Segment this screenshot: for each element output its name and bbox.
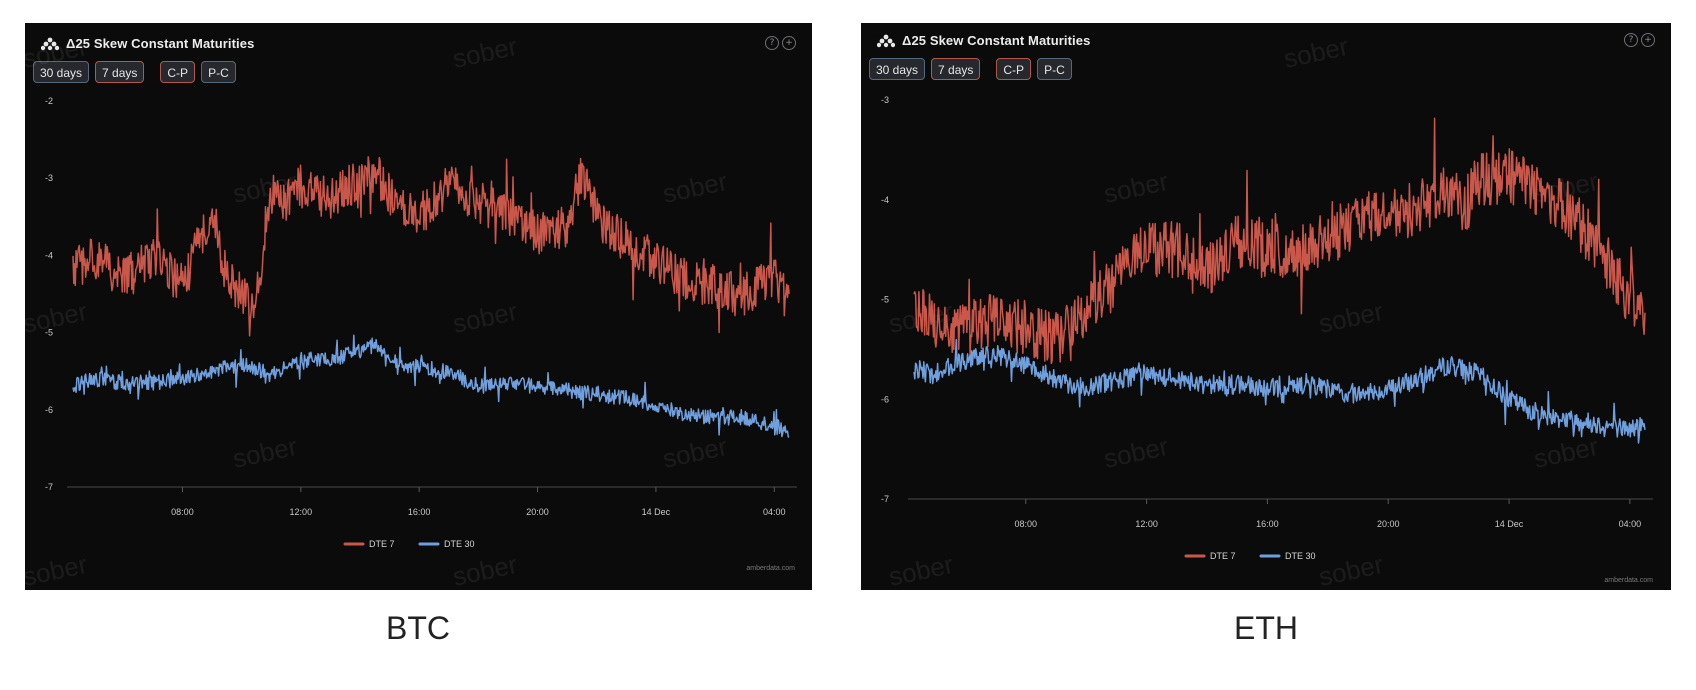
amberdata-logo-icon xyxy=(41,37,59,50)
watermark-text: sober xyxy=(660,431,730,474)
btc-skew-line-chart: sober sober sober sober sober sober sober sober… xyxy=(25,31,797,590)
x-tick-label: 04:00 xyxy=(763,507,786,517)
eth-c-p-button[interactable]: C-P xyxy=(996,58,1032,80)
watermark-text: sober xyxy=(1101,431,1171,474)
x-tick-label: 16:00 xyxy=(1256,519,1279,529)
watermark-text: sober xyxy=(1531,431,1601,474)
legend-label: DTE 7 xyxy=(369,539,395,549)
btc-chart-panel: Δ25 Skew Constant Maturities ? + 30 days… xyxy=(25,23,812,590)
y-tick-label: -4 xyxy=(45,250,53,260)
watermark-text: sober xyxy=(1316,296,1386,339)
watermark-text: sober xyxy=(450,296,520,339)
x-tick-label: 08:00 xyxy=(171,507,194,517)
series-line-dte-7 xyxy=(72,156,790,337)
watermark-text: sober xyxy=(25,549,90,590)
btc-button-row: 30 days 7 days C-P P-C xyxy=(33,61,242,83)
btc-p-c-button[interactable]: P-C xyxy=(201,61,236,83)
watermark-text: sober xyxy=(25,31,90,74)
credit-text: amberdata.com xyxy=(1604,577,1653,584)
eth-chart-title: Δ25 Skew Constant Maturities xyxy=(902,33,1091,48)
x-tick-label: 12:00 xyxy=(1135,519,1158,529)
watermark-text: sober xyxy=(450,549,520,590)
btc-panel-tools: ? + xyxy=(765,36,796,50)
y-tick-label: -7 xyxy=(881,494,889,504)
eth-panel-tools: ? + xyxy=(1624,33,1655,47)
legend-label: DTE 7 xyxy=(1210,551,1236,561)
help-icon[interactable]: ? xyxy=(765,36,779,50)
series-line-dte-30 xyxy=(72,334,790,438)
watermark-text: sober xyxy=(660,166,730,209)
legend-label: DTE 30 xyxy=(444,539,475,549)
help-icon[interactable]: ? xyxy=(1624,33,1638,47)
eth-chart-panel: Δ25 Skew Constant Maturities ? + 30 days… xyxy=(861,23,1671,590)
eth-button-row: 30 days 7 days C-P P-C xyxy=(869,58,1078,80)
x-tick-label: 12:00 xyxy=(290,507,313,517)
add-icon[interactable]: + xyxy=(1641,33,1655,47)
btc-c-p-button[interactable]: C-P xyxy=(160,61,196,83)
x-tick-label: 14 Dec xyxy=(642,507,671,517)
eth-panel-header: Δ25 Skew Constant Maturities xyxy=(877,33,1090,48)
btc-caption: BTC xyxy=(386,610,450,646)
btc-panel-header: Δ25 Skew Constant Maturities xyxy=(41,36,254,51)
x-tick-label: 08:00 xyxy=(1015,519,1038,529)
watermark-text: sober xyxy=(1101,166,1171,209)
btc-7-days-button[interactable]: 7 days xyxy=(95,61,145,83)
y-tick-label: -6 xyxy=(45,405,53,415)
x-tick-label: 20:00 xyxy=(1377,519,1400,529)
watermark-text: sober xyxy=(25,296,90,339)
x-tick-label: 04:00 xyxy=(1619,519,1642,529)
y-tick-label: -5 xyxy=(45,328,53,338)
series-line-dte-30 xyxy=(913,338,1646,444)
y-tick-label: -3 xyxy=(881,95,889,105)
credit-text: amberdata.com xyxy=(746,565,795,572)
watermark-text: sober xyxy=(886,549,956,590)
x-tick-label: 14 Dec xyxy=(1495,519,1524,529)
x-tick-label: 20:00 xyxy=(526,507,549,517)
watermark-text: sober xyxy=(450,31,520,74)
eth-caption: ETH xyxy=(1234,610,1298,646)
eth-7-days-button[interactable]: 7 days xyxy=(931,58,981,80)
watermark-text: sober xyxy=(1316,549,1386,590)
watermark-text: sober xyxy=(230,431,300,474)
series-line-dte-7 xyxy=(913,117,1646,365)
legend-label: DTE 30 xyxy=(1285,551,1316,561)
amberdata-logo-icon xyxy=(877,34,895,47)
y-tick-label: -5 xyxy=(881,295,889,305)
watermark-text: sober xyxy=(1281,31,1351,74)
y-tick-label: -6 xyxy=(881,394,889,404)
btc-30-days-button[interactable]: 30 days xyxy=(33,61,90,83)
y-tick-label: -7 xyxy=(45,482,53,492)
y-tick-label: -3 xyxy=(45,173,53,183)
btc-chart-title: Δ25 Skew Constant Maturities xyxy=(66,36,255,51)
x-tick-label: 16:00 xyxy=(408,507,431,517)
eth-p-c-button[interactable]: P-C xyxy=(1037,58,1072,80)
y-tick-label: -4 xyxy=(881,195,889,205)
add-icon[interactable]: + xyxy=(782,36,796,50)
eth-30-days-button[interactable]: 30 days xyxy=(869,58,926,80)
y-tick-label: -2 xyxy=(45,96,53,106)
